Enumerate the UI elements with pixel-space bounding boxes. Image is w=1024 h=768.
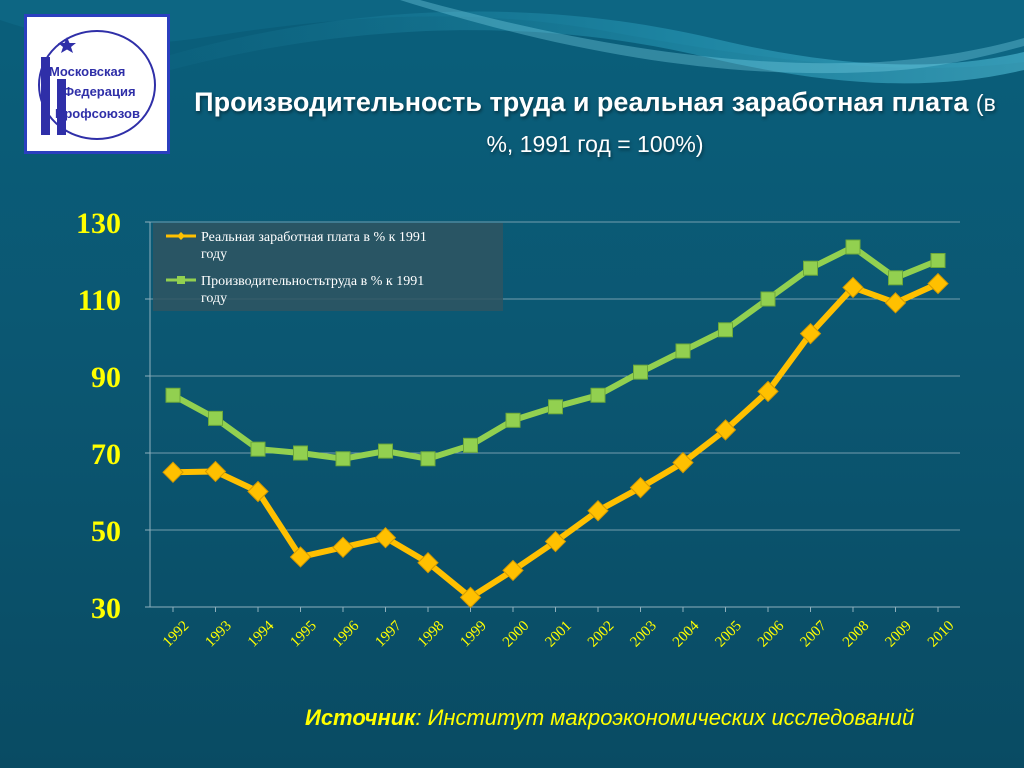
y-tick-label: 90 <box>91 361 121 394</box>
wage-point <box>247 480 269 503</box>
logo-line-1: Московская <box>49 64 126 79</box>
wage-point <box>502 559 524 582</box>
wage-point <box>757 380 779 403</box>
productivity-point <box>420 451 436 467</box>
x-tick-label: 1993 <box>202 618 235 651</box>
productivity-point <box>930 253 946 268</box>
productivity-point <box>208 410 223 426</box>
productivity-point <box>803 260 818 276</box>
productivity-point <box>845 239 861 255</box>
x-tick-label: 1994 <box>245 618 278 651</box>
productivity-point <box>378 443 393 459</box>
y-tick-label: 70 <box>91 438 121 471</box>
wage-point <box>204 460 227 483</box>
x-tick-label: 2007 <box>797 618 830 651</box>
logo-line-2: Федерация <box>63 84 136 99</box>
wage-point <box>842 276 864 299</box>
x-tick-label: 2004 <box>670 618 703 651</box>
x-tick-label: 1996 <box>330 618 363 651</box>
y-tick-label: 110 <box>78 284 121 317</box>
source-label: Источник <box>305 705 416 730</box>
x-tick-label: 2000 <box>500 618 533 651</box>
wage-point <box>884 292 907 314</box>
wage-point <box>162 461 184 483</box>
title-subtitle: (в %, 1991 год = 100%) <box>486 90 996 157</box>
title-main: Производительность труда и реальная зара… <box>194 87 969 117</box>
x-tick-label: 1998 <box>415 618 448 651</box>
wage-point <box>459 586 482 609</box>
productivity-point <box>293 445 308 461</box>
productivity-point <box>335 451 351 467</box>
x-tick-label: 2003 <box>627 618 660 651</box>
federation-logo: Московская Федерация Профсоюзов <box>24 14 170 154</box>
productivity-point <box>888 270 903 286</box>
legend-marker-square <box>177 276 185 284</box>
productivity-point <box>505 412 521 428</box>
productivity-point <box>590 387 606 403</box>
source-text: : Институт макроэкономических исследован… <box>415 705 915 730</box>
productivity-point <box>675 343 691 359</box>
x-tick-label: 2001 <box>542 618 575 651</box>
x-tick-label: 2005 <box>712 618 745 651</box>
y-tick-label: 30 <box>91 592 121 625</box>
logo-emblem-icon <box>38 30 156 140</box>
wage-point <box>544 530 567 553</box>
x-tick-label: 2009 <box>882 618 915 651</box>
legend-box <box>153 223 503 311</box>
y-tick-label: 130 <box>76 207 121 240</box>
source-note: Источник: Институт макроэкономических ис… <box>305 703 1020 733</box>
productivity-point <box>548 399 563 415</box>
wage-point <box>417 552 439 574</box>
x-tick-label: 2002 <box>585 618 618 651</box>
productivity-point <box>250 441 266 457</box>
wage-point <box>799 322 822 345</box>
x-tick-label: 1997 <box>372 618 405 651</box>
wage-point <box>289 546 312 568</box>
wage-point <box>587 500 609 522</box>
wage-point <box>629 476 652 499</box>
legend-label-1: Реальная заработная плата в % к 1991 году <box>201 230 427 262</box>
productivity-point <box>463 437 478 453</box>
x-tick-label: 1999 <box>457 618 490 651</box>
x-tick-label: 1992 <box>160 618 193 651</box>
wage-point <box>374 526 397 549</box>
wage-point <box>714 419 737 441</box>
legend-marker-diamond <box>177 232 185 240</box>
wage-point <box>332 536 354 559</box>
x-tick-label: 2008 <box>840 618 873 651</box>
productivity-point <box>165 387 181 403</box>
productivity-point <box>718 322 733 338</box>
productivity-point <box>633 364 648 380</box>
wage-point <box>927 272 949 295</box>
productivity-point <box>760 291 776 307</box>
x-tick-label: 2010 <box>925 618 958 651</box>
page-title: Производительность труда и реальная зара… <box>190 82 1000 164</box>
x-tick-label: 2006 <box>755 618 788 651</box>
logo-line-3: Профсоюзов <box>55 106 140 121</box>
x-tick-label: 1995 <box>287 618 320 651</box>
legend-label-2: Производительностьтруда в % к 1991 году <box>201 274 424 306</box>
wage-point <box>672 451 694 474</box>
y-tick-label: 50 <box>91 515 121 548</box>
star-icon <box>58 37 76 53</box>
